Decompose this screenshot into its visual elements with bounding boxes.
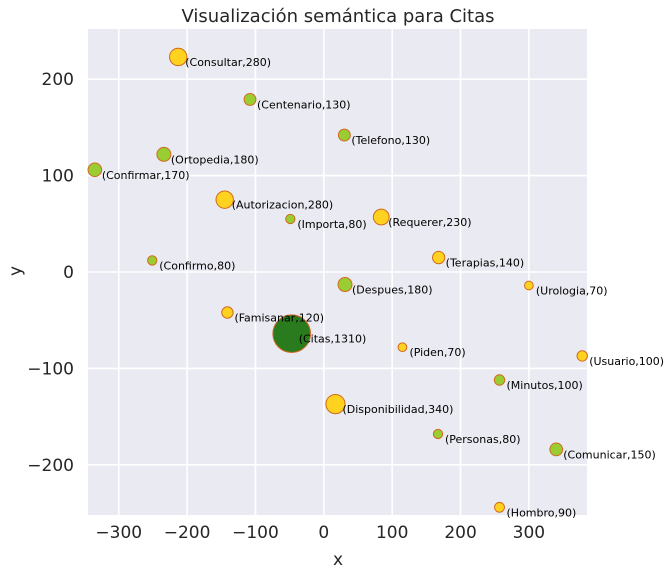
point-label: (Confirmar,170) — [102, 169, 190, 182]
data-point — [397, 342, 408, 353]
y-tick-label: 200 — [42, 70, 74, 90]
point-label: (Disponibilidad,340) — [342, 403, 453, 416]
point-label: (Hombro,90) — [507, 506, 577, 519]
point-label: (Terapias,140) — [446, 257, 524, 270]
data-point — [87, 162, 103, 178]
x-tick-label: 100 — [376, 523, 408, 543]
point-label: (Comunicar,150) — [563, 448, 656, 461]
data-point — [243, 92, 257, 106]
data-point — [169, 47, 188, 67]
data-point — [147, 255, 158, 266]
point-label: (Citas,1310) — [299, 333, 367, 346]
point-label: (Personas,80) — [445, 433, 521, 446]
point-label: (Urologia,70) — [536, 285, 608, 298]
data-point — [549, 442, 564, 457]
chart-title: Visualización semántica para Citas — [181, 6, 494, 27]
data-point — [337, 277, 353, 293]
data-points — [87, 47, 588, 513]
point-label: (Usuario,100) — [589, 355, 664, 368]
data-point — [337, 128, 351, 142]
point-label: (Despues,180) — [352, 284, 433, 297]
x-axis-title: x — [333, 550, 343, 570]
data-point — [285, 213, 296, 225]
point-label: (Minutos,100) — [507, 379, 583, 392]
data-point — [325, 394, 346, 415]
y-tick-label: 0 — [63, 263, 74, 283]
y-tick-label: −100 — [27, 359, 74, 379]
data-point — [215, 190, 234, 209]
point-label: (Autorizacion,280) — [232, 199, 334, 212]
data-point — [493, 374, 506, 386]
point-label: (Confirmo,80) — [159, 259, 235, 272]
data-point — [576, 350, 588, 362]
data-point — [432, 250, 446, 265]
x-tick-label: 0 — [318, 523, 329, 543]
x-tick-label: 200 — [444, 523, 476, 543]
x-tick-label: −100 — [232, 523, 279, 543]
data-point — [272, 314, 312, 354]
point-label: (Centenario,130) — [257, 98, 351, 111]
data-point — [432, 428, 444, 440]
y-axis-title: y — [6, 266, 26, 276]
tick-labels: −300 −200 −100 0 100 200 300 −200 −100 0 100 200 — [27, 70, 545, 543]
y-tick-label: 100 — [42, 167, 74, 187]
grid-lines — [88, 29, 587, 515]
data-point — [221, 306, 234, 319]
point-label: (Famisanar,120) — [234, 312, 324, 325]
point-label: (Consultar,280) — [185, 56, 271, 69]
point-label: (Requerer,230) — [388, 216, 471, 229]
x-tick-label: 300 — [513, 523, 545, 543]
x-tick-label: −300 — [95, 523, 142, 543]
y-tick-label: −200 — [27, 456, 74, 476]
data-point — [524, 280, 534, 291]
point-label: (Importa,80) — [297, 218, 366, 231]
data-point — [372, 208, 390, 226]
data-point — [156, 146, 172, 162]
data-point — [494, 501, 505, 513]
point-label: (Telefono,130) — [351, 134, 430, 147]
x-tick-label: −200 — [164, 523, 211, 543]
point-labels: (Consultar,280) (Centenario,130) (Telefono… — [102, 56, 664, 519]
point-label: (Piden,70) — [409, 346, 465, 359]
point-label: (Ortopedia,180) — [171, 153, 259, 166]
